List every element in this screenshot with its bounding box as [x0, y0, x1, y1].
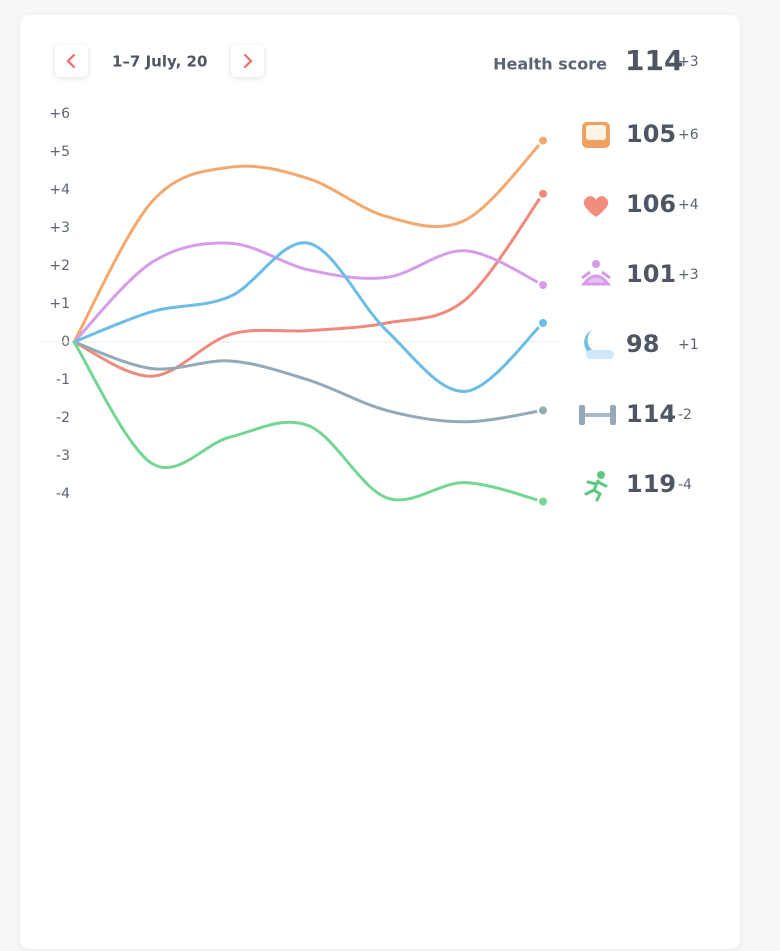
- end-point: [537, 187, 549, 200]
- end-point: [537, 404, 549, 417]
- y-tick-label: -2: [56, 410, 70, 426]
- runner-head: [597, 471, 605, 479]
- legend-change: -4: [678, 477, 692, 493]
- y-tick-label: +3: [49, 220, 70, 236]
- y-tick-label: -4: [56, 486, 70, 502]
- runner-body: [584, 479, 608, 502]
- next-icon: [243, 53, 253, 69]
- moon-icon: [584, 330, 610, 357]
- score-change: +3: [678, 54, 699, 70]
- heart-icon: [583, 196, 609, 217]
- cloud-icon: [586, 350, 614, 359]
- legend-change: +6: [678, 127, 699, 143]
- meditation-head: [592, 260, 600, 268]
- series-line: [72, 192, 545, 378]
- legend-change: -2: [678, 407, 692, 423]
- series-line: [72, 139, 545, 344]
- end-point: [537, 134, 549, 147]
- dumbbell-left: [579, 405, 585, 425]
- icons: [579, 122, 616, 502]
- health-score: 114: [625, 44, 683, 77]
- y-tick-label: +1: [49, 296, 70, 312]
- dumbbell-bar: [582, 413, 614, 417]
- y-tick-label: -1: [56, 372, 70, 388]
- card: [20, 15, 740, 949]
- y-tick-label: +2: [49, 258, 70, 274]
- end-point: [537, 495, 549, 508]
- legend-change: +1: [678, 337, 699, 353]
- prev-button[interactable]: [55, 45, 88, 77]
- end-point: [537, 279, 549, 291]
- date-range: 1–7 July, 20: [112, 53, 207, 71]
- y-tick-label: +6: [49, 106, 70, 122]
- series-line: [72, 340, 545, 504]
- legend-score: 105: [626, 120, 676, 148]
- legend-score: 106: [626, 190, 676, 218]
- end-point: [537, 317, 549, 329]
- y-tick-label: -3: [56, 448, 70, 464]
- dumbbell-right: [610, 405, 616, 425]
- series-line: [72, 241, 545, 344]
- scale-face: [586, 125, 606, 140]
- legend-score: 98: [626, 330, 659, 358]
- series-line: [72, 340, 545, 424]
- legend-score: 101: [626, 260, 676, 288]
- legend-change: +3: [678, 267, 699, 283]
- prev-icon: [66, 53, 76, 69]
- legend-score: 114: [626, 400, 676, 428]
- meditation-body: [580, 270, 612, 286]
- legend-score: 119: [626, 470, 676, 498]
- y-tick-label: +5: [49, 144, 70, 160]
- score-label: Health score: [493, 55, 607, 74]
- next-button[interactable]: [231, 45, 264, 77]
- y-tick-label: +4: [49, 182, 70, 198]
- series-line: [72, 241, 545, 393]
- legend-change: +4: [678, 197, 699, 213]
